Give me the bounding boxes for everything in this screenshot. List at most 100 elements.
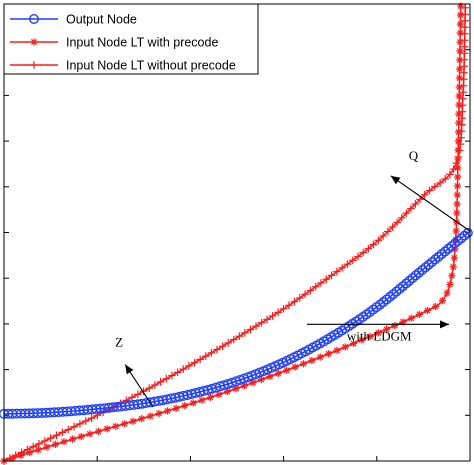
annotation-label: Z <box>115 335 123 350</box>
data-point <box>433 251 444 262</box>
data-point <box>327 271 336 280</box>
data-point <box>120 420 128 428</box>
data-point <box>333 346 341 354</box>
data-point <box>316 353 324 361</box>
data-point <box>388 223 397 231</box>
annotation-arrow <box>124 364 154 408</box>
legend-label: Input Node LT without precode <box>66 59 236 73</box>
data-point <box>86 430 94 438</box>
annotations: Q Z with LDGM <box>115 148 471 408</box>
data-point <box>151 381 159 389</box>
data-point <box>26 449 34 457</box>
data-point <box>454 164 462 172</box>
legend-entry-1: Input Node LT with precode <box>10 36 218 50</box>
data-point <box>348 256 357 265</box>
data-point <box>420 262 431 273</box>
data-point <box>446 241 457 252</box>
data-point <box>179 365 188 373</box>
data-point <box>457 2 465 10</box>
data-point <box>306 286 315 295</box>
data-point <box>279 305 288 313</box>
data-point <box>399 318 407 326</box>
data-point <box>456 38 464 46</box>
data-point <box>274 308 282 317</box>
data-point <box>51 440 59 449</box>
data-point <box>173 368 182 377</box>
legend-entry-2: Input Node LT without precode <box>10 59 236 73</box>
data-point <box>454 173 462 181</box>
data-point <box>162 374 171 383</box>
data-point <box>189 399 197 407</box>
data-point <box>455 101 463 109</box>
data-point <box>402 209 411 217</box>
data-point <box>87 414 96 422</box>
data-point <box>129 417 137 425</box>
data-point <box>430 254 441 265</box>
data-point <box>181 402 189 410</box>
data-point <box>446 170 454 179</box>
data-point <box>322 275 331 284</box>
data-point <box>381 294 392 305</box>
data-point <box>64 425 73 434</box>
data-point <box>359 248 368 257</box>
data-point <box>383 325 391 333</box>
data-point <box>446 280 454 289</box>
legend-marker <box>29 13 40 25</box>
data-point <box>461 23 469 32</box>
data-point <box>17 451 25 460</box>
data-point <box>420 190 429 199</box>
data-point <box>462 227 473 238</box>
data-point <box>378 297 389 308</box>
data-point <box>311 282 320 291</box>
data-point <box>76 420 84 428</box>
data-point <box>333 267 341 276</box>
data-point <box>299 360 308 368</box>
data-point <box>139 387 148 396</box>
data-point <box>366 332 374 341</box>
data-point <box>427 257 438 268</box>
data-point <box>128 393 136 402</box>
data-point <box>443 243 454 254</box>
data-point <box>443 289 451 297</box>
data-point <box>394 283 405 294</box>
data-point <box>343 260 352 268</box>
data-point <box>456 56 464 64</box>
data-point <box>70 422 78 431</box>
legend-label: Output Node <box>66 13 137 27</box>
data-point <box>417 265 428 276</box>
data-point <box>46 434 55 442</box>
data-point <box>263 315 271 324</box>
data-point <box>69 435 77 443</box>
data-point <box>456 29 464 37</box>
data-point <box>459 88 467 97</box>
data-point <box>257 318 266 327</box>
plot-background <box>4 4 470 461</box>
data-point <box>34 446 42 454</box>
data-point <box>156 378 165 386</box>
data-point <box>454 128 463 136</box>
data-point <box>415 310 424 319</box>
data-point <box>455 83 463 91</box>
data-point <box>423 259 434 270</box>
data-point <box>453 191 461 199</box>
data-point <box>453 200 461 208</box>
data-point <box>453 235 464 246</box>
data-point <box>252 322 260 330</box>
data-point <box>358 336 366 344</box>
data-point <box>449 263 457 271</box>
data-point <box>43 443 51 451</box>
data-point <box>441 175 450 183</box>
data-point <box>454 146 462 154</box>
annotation-arrow <box>306 320 450 329</box>
series-0 <box>0 227 473 419</box>
data-point <box>456 20 464 28</box>
legend-marker <box>30 38 38 46</box>
annotation-arrow <box>390 175 471 232</box>
data-point <box>452 227 460 235</box>
data-point <box>453 182 462 190</box>
data-point <box>249 379 257 387</box>
data-point <box>397 281 408 292</box>
data-point <box>138 415 146 423</box>
data-point <box>430 182 439 191</box>
